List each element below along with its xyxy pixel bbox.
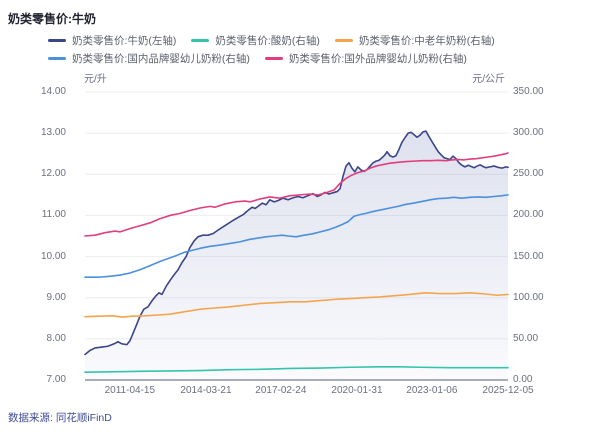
legend-item-4[interactable]: 奶类零售价:国外品牌婴幼儿奶粉(右轴) — [264, 51, 467, 66]
right-axis-tick: 100.00 — [513, 291, 544, 303]
legend-item-2[interactable]: 奶类零售价:中老年奶粉(右轴) — [334, 33, 495, 48]
x-axis-label: 2017-02-24 — [255, 385, 307, 396]
right-axis-tick: 50.00 — [513, 332, 539, 344]
x-axis-label: 2020-01-31 — [331, 385, 383, 396]
x-axis-label: 2023-01-06 — [406, 385, 458, 396]
legend-line-marker — [48, 57, 66, 60]
left-axis-tick: 11.00 — [41, 209, 66, 221]
legend-label: 奶类零售价:中老年奶粉(右轴) — [358, 35, 495, 47]
left-axis-tick: 10.00 — [40, 250, 66, 262]
legend-line-marker — [334, 39, 353, 42]
legend-label: 奶类零售价:国内品牌婴幼儿奶粉(右轴) — [72, 53, 250, 65]
x-axis-label: 2014-03-21 — [180, 385, 232, 396]
data-source-label: 数据来源: 同花顺iFinD — [8, 412, 112, 424]
left-axis-tick: 12.00 — [40, 168, 66, 180]
right-axis-unit: 元/公斤 — [472, 74, 505, 85]
legend-row-2: 奶类零售价:国内品牌婴幼儿奶粉(右轴) 奶类零售价:国外品牌婴幼儿奶粉(右轴) — [48, 51, 467, 66]
legend-line-marker — [48, 39, 66, 42]
series-line-3[interactable] — [84, 194, 509, 278]
legend-row-1: 奶类零售价:牛奶(左轴) 奶类零售价:酸奶(右轴) 奶类零售价:中老年奶粉(右轴) — [48, 33, 495, 48]
legend-line-marker — [264, 57, 283, 60]
legend-label: 奶类零售价:牛奶(左轴) — [72, 35, 177, 47]
right-axis-tick: 200.00 — [513, 209, 544, 221]
x-axis-label: 2025-12-05 — [482, 385, 534, 396]
legend-label: 奶类零售价:国外品牌婴幼儿奶粉(右轴) — [288, 53, 467, 65]
right-axis-tick: 0.00 — [513, 374, 533, 385]
legend-item-1[interactable]: 奶类零售价:酸奶(右轴) — [191, 33, 320, 48]
x-axis-label: 2011-04-15 — [104, 385, 156, 396]
series-line-0[interactable] — [84, 130, 509, 356]
legend-line-marker — [191, 39, 210, 42]
left-axis-tick: 9.00 — [46, 291, 66, 303]
series-line-2[interactable] — [84, 291, 509, 318]
left-axis-tick: 8.00 — [46, 332, 66, 344]
left-axis-tick: 7.00 — [46, 374, 66, 385]
series-line-4[interactable] — [84, 152, 509, 237]
right-axis-tick: 350.00 — [513, 86, 544, 97]
right-axis-tick: 300.00 — [513, 127, 544, 139]
right-axis-tick: 250.00 — [513, 168, 544, 180]
left-axis-tick: 13.00 — [40, 127, 66, 139]
right-axis-tick: 150.00 — [513, 250, 544, 262]
milk-area-fill — [85, 131, 508, 380]
chart-title: 奶类零售价:牛奶 — [8, 12, 96, 26]
series-line-1[interactable] — [84, 366, 509, 373]
legend-item-0[interactable]: 奶类零售价:牛奶(左轴) — [48, 33, 176, 48]
left-axis-tick: 14.00 — [40, 86, 66, 97]
left-axis-unit: 元/升 — [84, 74, 107, 85]
legend-label: 奶类零售价:酸奶(右轴) — [215, 35, 320, 47]
legend-item-3[interactable]: 奶类零售价:国内品牌婴幼儿奶粉(右轴) — [48, 51, 250, 66]
